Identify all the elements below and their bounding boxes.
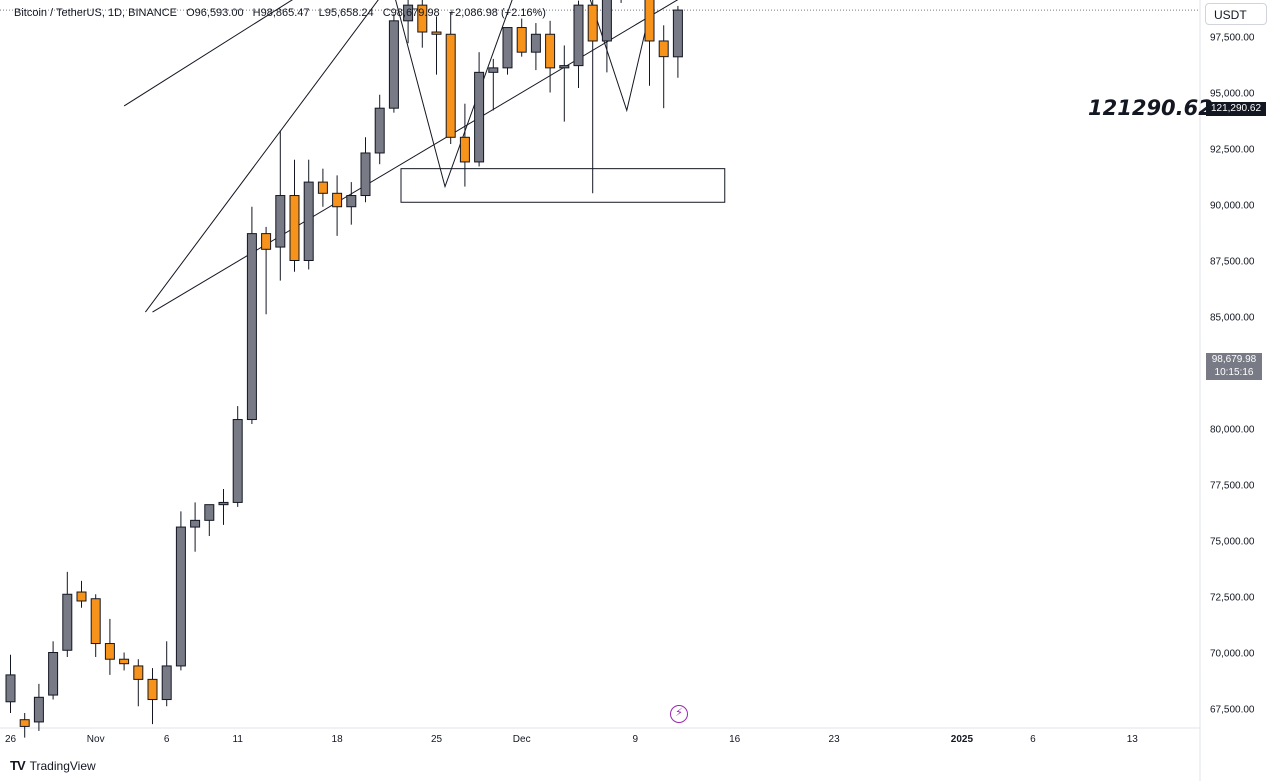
candle-body [232,419,243,503]
y-tick-label: 87,500.00 [1210,257,1255,268]
countdown-timer: 10:15:16 [1214,367,1254,378]
currency-button[interactable]: USDT [1205,3,1267,25]
candle-body [133,665,144,680]
candle-body [175,526,186,667]
y-tick-label: 92,500.00 [1210,145,1255,156]
candle-body [474,71,485,163]
candle-body [658,40,669,58]
target-price-label: 121290.62 [1088,96,1213,120]
candle-body [417,4,428,33]
x-tick-label: Nov [87,734,105,745]
candles [5,0,683,738]
candle-body [218,501,229,506]
x-tick-label: 26 [5,734,17,745]
candle-body [587,4,598,42]
candle-body [516,27,527,53]
candle-body [502,27,513,69]
y-tick-label: 77,500.00 [1210,481,1255,492]
candle-body [5,674,16,703]
symbol-name[interactable]: Bitcoin / TetherUS, 1D, BINANCE [14,7,178,19]
time-axis[interactable]: 26 Nov 6 11 18 25 Dec 9 16 23 2025 6 13 [5,734,1138,745]
x-tick-label: 6 [164,734,170,745]
candle-body [147,678,158,701]
y-tick-label: 67,500.00 [1210,705,1255,716]
x-tick-label: 18 [332,734,344,745]
candle-body [559,65,570,69]
current-price-value: 98,679.98 [1211,354,1257,365]
candle-body [246,233,257,421]
candle-body [459,136,470,163]
candle-body [62,593,73,651]
brand-name: TradingView [29,758,96,773]
candle-body [104,643,115,660]
candle-body [445,33,456,138]
candle-body [346,195,357,208]
y-tick-label: 80,000.00 [1210,425,1255,436]
candle-body [431,31,442,35]
candle-body [601,0,612,42]
price-grid [0,0,1201,781]
candle-body [275,195,286,248]
candle-body [530,33,541,53]
candle-body [19,719,30,727]
y-tick-label: 70,000.00 [1210,649,1255,660]
candle-body [48,652,59,696]
candle-body [488,67,499,73]
candle-body [545,33,556,69]
symbol-header: Bitcoin / TetherUS, 1D, BINANCE O96,593.… [14,7,552,19]
candle-body [76,591,87,602]
candle-body [90,598,101,645]
support-zone-box [400,168,726,203]
change-value: +2,086.98 (+2.16%) [448,7,546,19]
candle-body [332,192,343,208]
price-axis[interactable]: 127,500.00125,000.00122,500.00120,000.00… [1210,0,1260,716]
x-tick-label: 25 [431,734,443,745]
candle-body [33,696,44,723]
channel-lower-line [152,0,679,313]
x-tick-label: 13 [1127,734,1139,745]
x-tick-label: 2025 [951,734,974,745]
low-value: L95,658.24 [318,7,374,19]
y-tick-label: 85,000.00 [1210,313,1255,324]
y-tick-label: 90,000.00 [1210,201,1255,212]
candle-body [672,9,683,58]
candle-body [303,181,314,262]
current-price-tag: 98,679.98 10:15:16 [1206,353,1262,380]
target-price-tag: 121,290.62 [1206,102,1266,116]
open-value: O96,593.00 [186,7,244,19]
candle-body [403,4,414,22]
y-tick-label: 72,500.00 [1210,593,1255,604]
candle-body [289,195,300,261]
x-tick-label: 11 [233,734,244,745]
x-tick-label: 16 [729,734,741,745]
x-tick-label: Dec [513,734,531,745]
tradingview-brand[interactable]: TV TradingView [10,758,96,773]
candle-body [261,233,272,250]
x-tick-label: 6 [1030,734,1036,745]
candle-body [374,107,385,154]
tradingview-logo-icon: TV [10,758,26,773]
x-tick-label: 23 [829,734,841,745]
channel-upper-line [123,0,293,107]
candle-body [190,519,201,528]
projection-path [144,0,653,313]
lightning-icon[interactable]: ⚡ [670,705,688,723]
y-tick-label: 75,000.00 [1210,537,1255,548]
candle-body [317,181,328,194]
close-value: C98,679.98 [382,7,440,19]
y-tick-label: 95,000.00 [1210,89,1255,100]
trend-drawings [123,0,726,313]
candle-body [644,0,655,42]
candle-body [161,665,172,701]
candle-body [388,20,399,109]
y-tick-label: 97,500.00 [1210,33,1255,44]
candle-body [573,4,584,67]
x-tick-label: 9 [633,734,639,745]
high-value: H98,865.47 [252,7,310,19]
candle-body [204,504,215,521]
candle-body [360,152,371,197]
candle-body [119,658,130,665]
